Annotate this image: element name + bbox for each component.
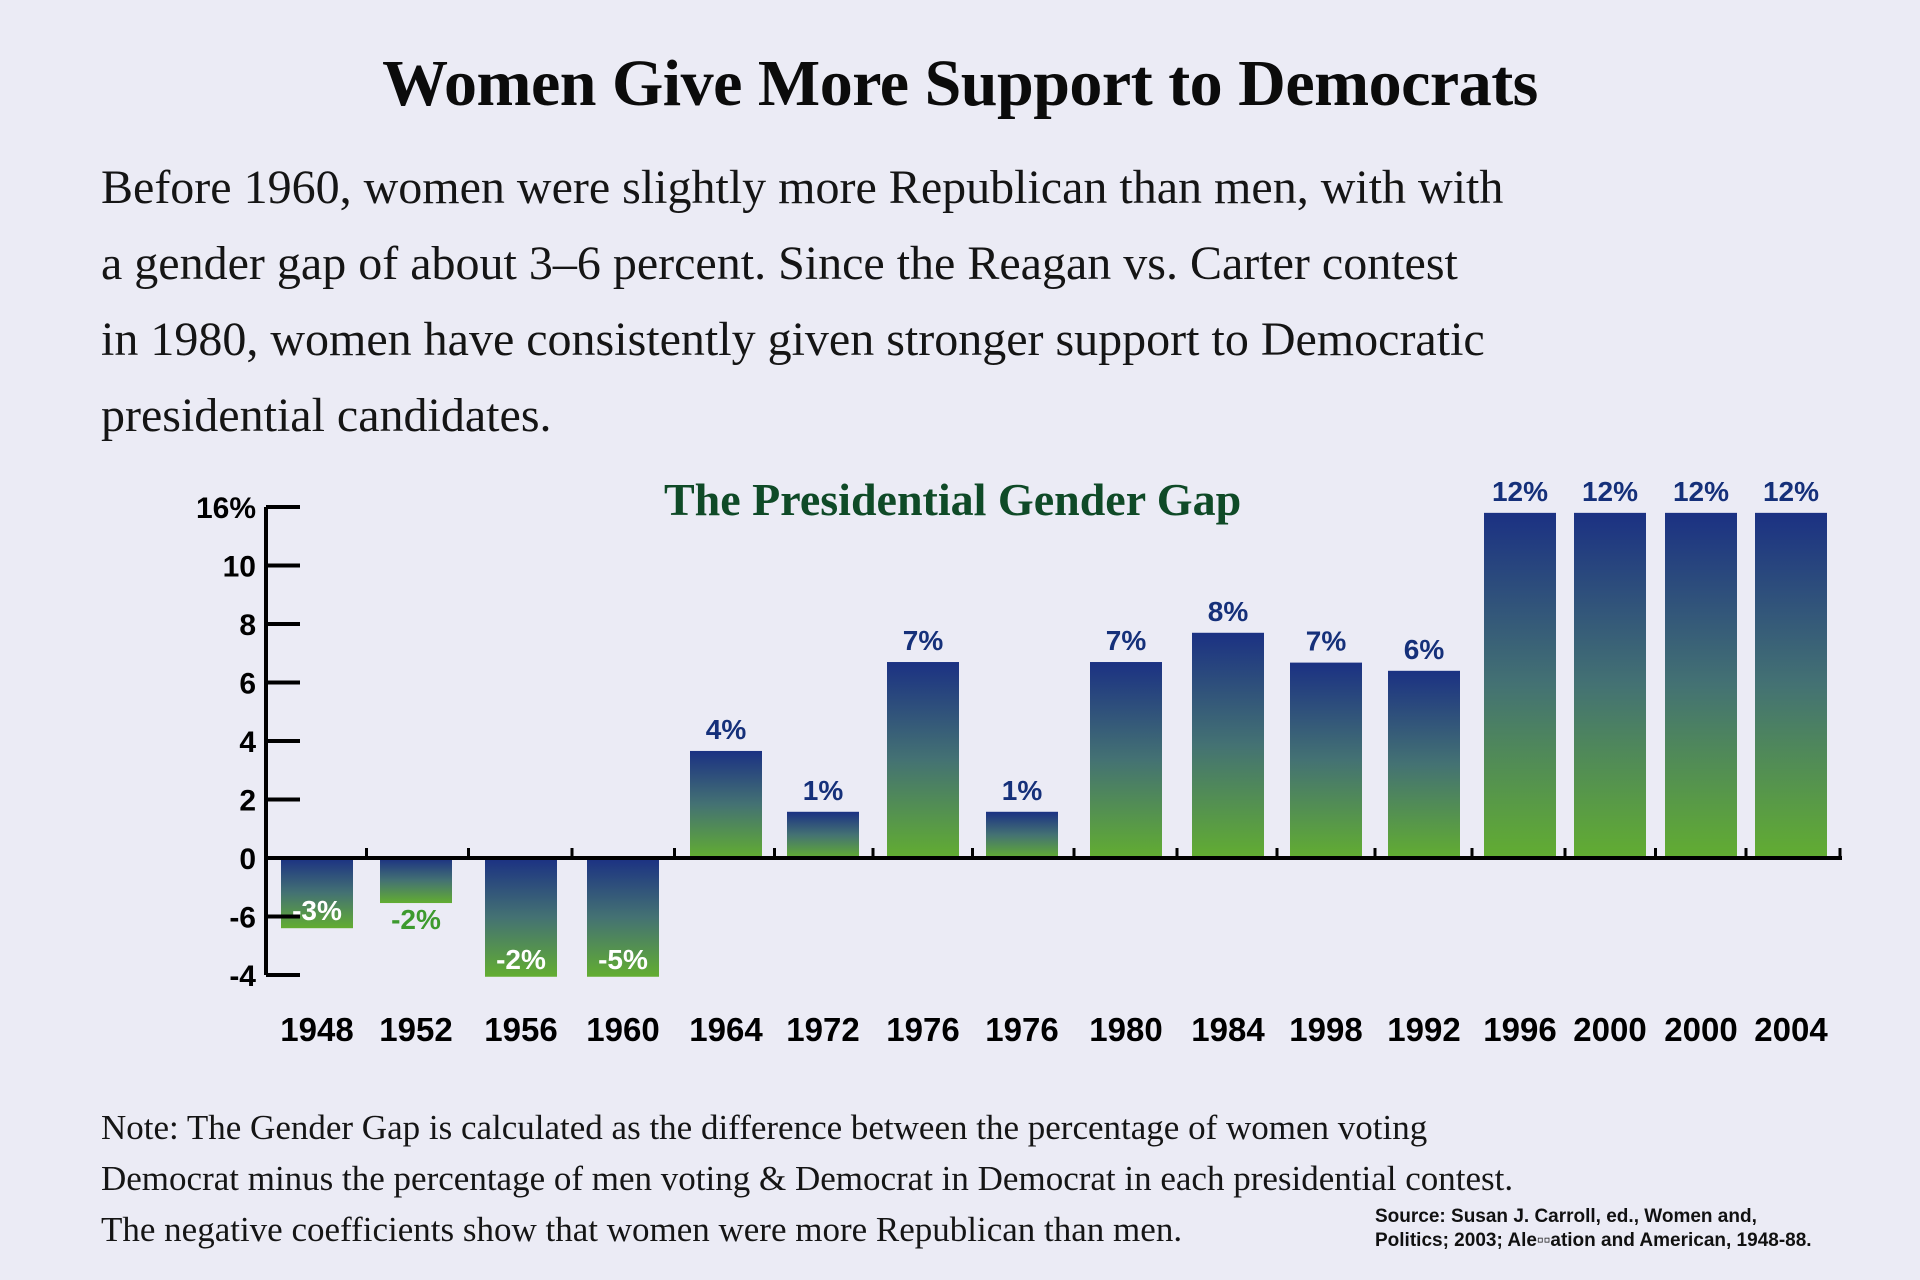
- bar-2000: [1574, 512, 1646, 858]
- bar-1956: [485, 858, 557, 977]
- bar-1952: [380, 858, 452, 904]
- bar-1976: [986, 811, 1058, 858]
- data-label: 1%: [803, 775, 844, 806]
- y-tick-label: 6: [239, 668, 256, 701]
- intro-line: presidential candidates.: [101, 389, 552, 442]
- x-tick-label: 2000: [1573, 1011, 1646, 1048]
- y-tick-label: 2: [239, 785, 256, 818]
- y-tick-label: 0: [239, 843, 256, 876]
- intro-paragraph: Before 1960, women were slightly more Re…: [101, 150, 1801, 454]
- data-label: 8%: [1208, 596, 1249, 627]
- bars-group: [281, 512, 1827, 977]
- data-label: 4%: [706, 714, 747, 745]
- y-tick-label: 8: [239, 609, 256, 642]
- data-label: 12%: [1492, 476, 1548, 507]
- x-tick-label: 1964: [689, 1011, 763, 1048]
- x-tick-label: 1952: [379, 1011, 452, 1048]
- intro-line: Before 1960, women were slightly more Re…: [101, 161, 1504, 214]
- bar-2000: [1665, 512, 1737, 858]
- data-label: -2%: [496, 944, 546, 975]
- x-tick-label: 1976: [985, 1011, 1058, 1048]
- y-tick-label: -4: [229, 960, 256, 993]
- x-tick-label: 1972: [786, 1011, 859, 1048]
- source-line: Politics; 2003; Ale▫▫ation and American,…: [1375, 1230, 1812, 1251]
- data-label: 7%: [1306, 626, 1347, 657]
- bar-1998: [1290, 662, 1362, 858]
- data-label: 12%: [1582, 476, 1638, 507]
- source-line: Source: Susan J. Carroll, ed., Women and…: [1375, 1206, 1757, 1227]
- x-tick-label: 1948: [280, 1011, 353, 1048]
- bar-1996: [1484, 512, 1556, 858]
- chart-title: The Presidential Gender Gap: [664, 474, 1241, 525]
- y-tick-label: -6: [229, 902, 256, 935]
- source-citation: Source: Susan J. Carroll, ed., Women and…: [1375, 1205, 1812, 1253]
- bar-1992: [1388, 670, 1460, 858]
- data-label: 7%: [903, 625, 944, 656]
- data-labels: -3% -2% -2% -5% 4% 1% 7% 1% 7% 8% 7% 6% 12% 12% 12% 12%: [292, 476, 1819, 975]
- note-line: Note: The Gender Gap is calculated as th…: [101, 1108, 1428, 1147]
- data-label: -5%: [598, 944, 648, 975]
- x-tick-label: 1992: [1387, 1011, 1460, 1048]
- x-tick-label: 2000: [1664, 1011, 1737, 1048]
- bar-1984: [1192, 632, 1264, 858]
- note-line: Democrat minus the percentage of men vot…: [101, 1159, 1514, 1198]
- y-tick-labels: 16% 10 8 6 4 2 0 -6 -4: [196, 492, 256, 993]
- intro-line: a gender gap of about 3–6 percent. Since…: [101, 237, 1458, 290]
- bar-1972: [787, 811, 859, 858]
- x-tick-label: 2004: [1754, 1011, 1828, 1048]
- bar-2004: [1755, 512, 1827, 858]
- x-tick-label: 1960: [586, 1011, 659, 1048]
- x-tick-label: 1998: [1289, 1011, 1362, 1048]
- data-label: 12%: [1673, 476, 1729, 507]
- footnote: Note: The Gender Gap is calculated as th…: [101, 1102, 1801, 1255]
- bar-1960: [587, 858, 659, 977]
- bar-1964: [690, 750, 762, 858]
- x-tick-label: 1956: [484, 1011, 557, 1048]
- y-tick-label: 16%: [196, 492, 256, 525]
- x-tick-label: 1984: [1191, 1011, 1265, 1048]
- main-title: Women Give More Support to Democrats: [382, 47, 1538, 120]
- note-line: The negative coefficients show that wome…: [101, 1210, 1183, 1249]
- x-tick-label: 1976: [886, 1011, 959, 1048]
- data-label: 7%: [1106, 625, 1147, 656]
- data-label: 12%: [1763, 476, 1819, 507]
- data-label: 6%: [1404, 634, 1445, 665]
- bar-1980: [1090, 662, 1162, 858]
- x-tick-label: 1996: [1483, 1011, 1556, 1048]
- x-tick-label: 1980: [1089, 1011, 1162, 1048]
- y-tick-label: 4: [239, 726, 256, 759]
- data-label: -3%: [292, 895, 342, 926]
- axes-group: [264, 505, 1842, 977]
- data-label: 1%: [1002, 775, 1043, 806]
- intro-line: in 1980, women have consistently given s…: [101, 313, 1485, 366]
- data-label: -2%: [391, 904, 441, 935]
- x-tick-labels: 1948 1952 1956 1960 1964 1972 1976 1976 1980 1984…: [280, 1011, 1828, 1048]
- bar-1976: [887, 662, 959, 858]
- y-tick-label: 10: [223, 551, 256, 584]
